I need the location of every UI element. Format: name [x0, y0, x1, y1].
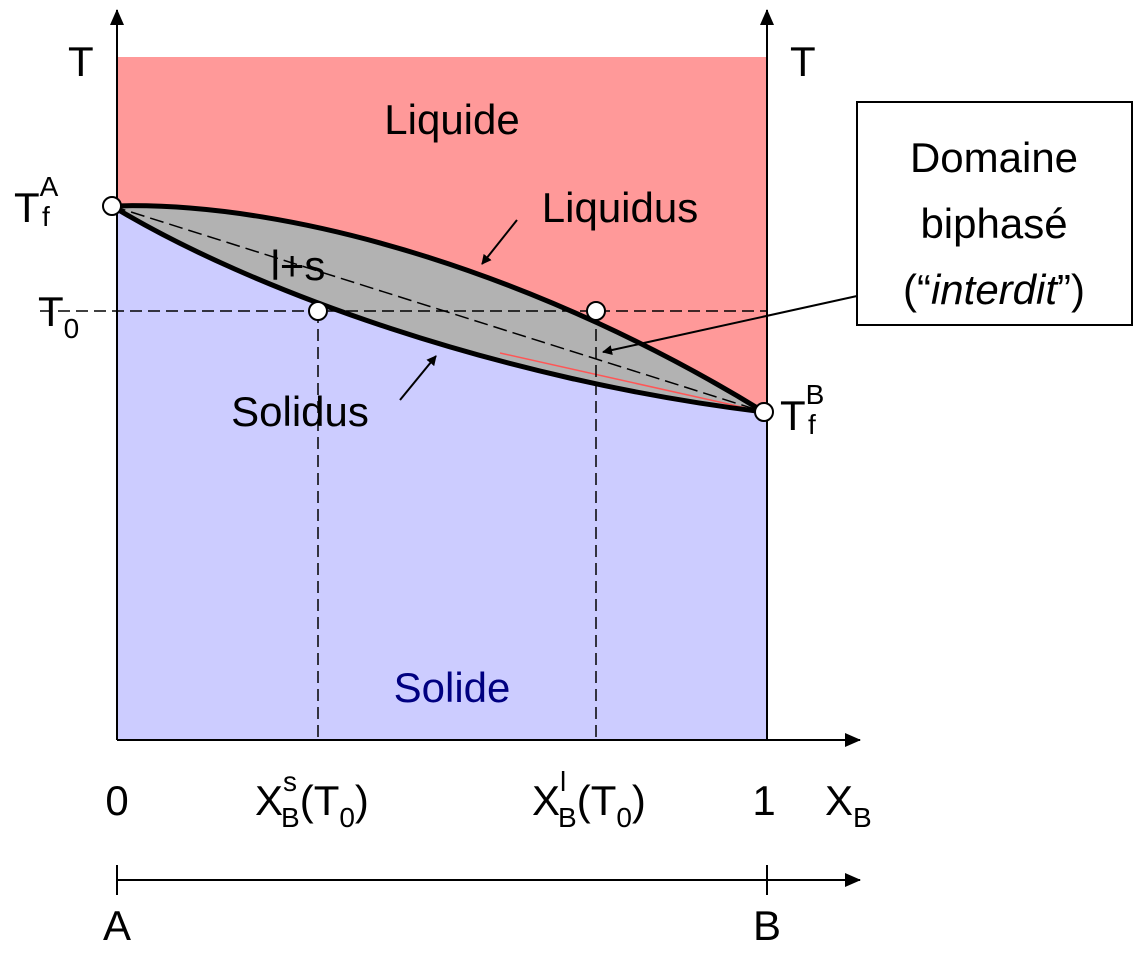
bottom-start: A — [103, 902, 131, 949]
sup: l — [560, 766, 566, 797]
tie-line — [111, 205, 765, 413]
arg: T — [314, 777, 340, 824]
xs-label: Xs B(T0) — [255, 766, 369, 833]
italic: interdit — [931, 266, 1059, 313]
sub: f — [808, 409, 816, 440]
solidus-curve — [110, 203, 765, 415]
base: X — [532, 777, 560, 824]
callout-pointer — [602, 295, 858, 355]
sub: B — [558, 802, 577, 833]
x-start: 0 — [105, 777, 128, 824]
arg-sub: 0 — [616, 802, 632, 833]
liquidus-curve — [111, 203, 766, 415]
base: X — [825, 777, 853, 824]
liquidus-pointer — [481, 219, 518, 265]
paren: ( — [577, 777, 591, 824]
sub: 0 — [64, 313, 80, 344]
sup: A — [40, 171, 59, 202]
callout-line: Domaine — [910, 134, 1078, 181]
point — [754, 402, 774, 422]
two-phase-label: l+s — [271, 242, 326, 289]
base: T — [38, 288, 64, 335]
right-axis-label: T — [790, 38, 816, 85]
paren: ( — [300, 777, 314, 824]
sub: B — [853, 802, 872, 833]
sup: B — [806, 379, 825, 410]
callout-line: (“interdit”) — [903, 266, 1085, 313]
solid-label: Solide — [394, 664, 511, 711]
x-end: 1 — [752, 777, 775, 824]
solidus-pointer — [399, 355, 437, 401]
xl-label: Xl B(T0) — [532, 766, 646, 833]
liquidus-label: Liquidus — [542, 184, 698, 231]
liquid-label: Liquide — [384, 96, 519, 143]
tie-line-segment — [499, 352, 765, 413]
base: T — [14, 184, 40, 231]
solidus-label: Solidus — [231, 388, 369, 435]
t0-label: T0 — [38, 288, 79, 344]
left-axis-label: T — [68, 38, 94, 85]
solid-region — [112, 206, 767, 740]
bottom-end: B — [753, 902, 781, 949]
point — [308, 301, 328, 321]
callout-line: biphasé — [920, 200, 1067, 247]
sup: s — [283, 766, 297, 797]
tfa-label: TA f — [14, 171, 59, 232]
arg: T — [591, 777, 617, 824]
paren: ) — [632, 777, 646, 824]
base: X — [255, 777, 283, 824]
open: (“ — [903, 266, 931, 313]
arg-sub: 0 — [339, 802, 355, 833]
point — [102, 196, 122, 216]
sub: f — [42, 201, 50, 232]
close: ”) — [1057, 266, 1085, 313]
paren: ) — [355, 777, 369, 824]
tfb-label: TB f — [780, 379, 824, 440]
base: T — [780, 392, 806, 439]
callout-box — [856, 101, 1133, 326]
point — [586, 301, 606, 321]
x-label: XB — [825, 777, 872, 833]
sub: B — [281, 802, 300, 833]
